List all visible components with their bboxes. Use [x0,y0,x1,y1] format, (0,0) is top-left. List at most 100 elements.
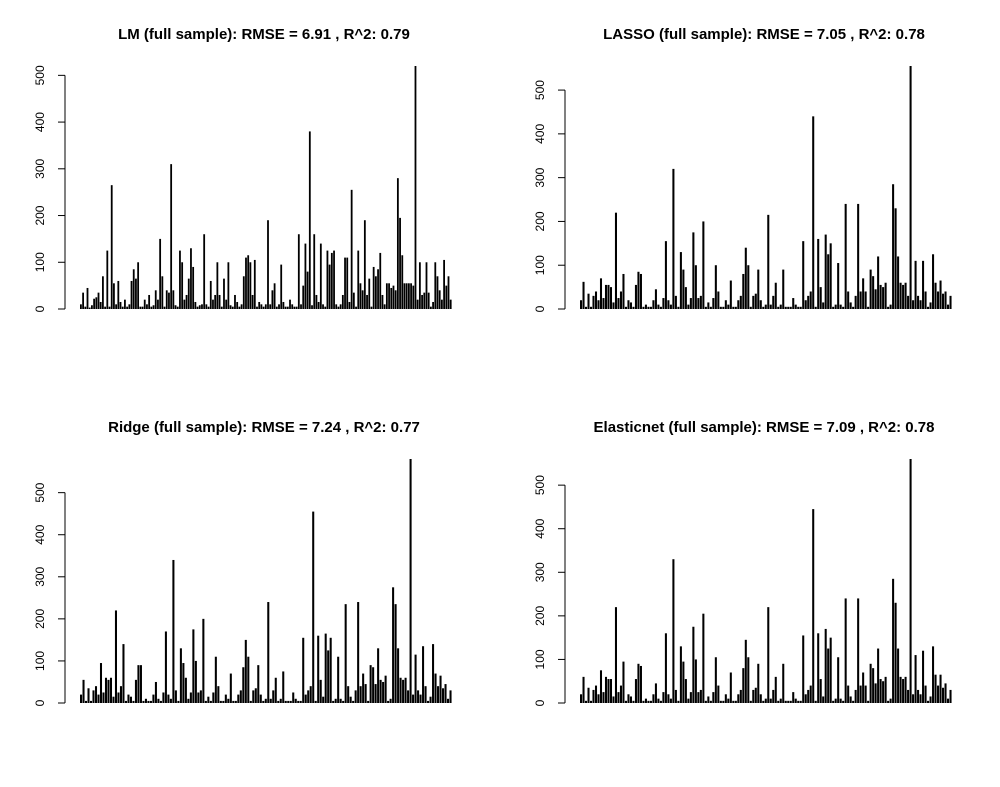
bar [335,304,338,309]
y-tick-label: 100 [33,651,47,671]
bar [787,700,790,703]
bar [692,232,695,309]
bar [784,700,787,703]
bar [385,283,388,309]
bar [632,306,635,309]
bar [97,694,100,703]
bar [350,189,353,309]
bar [401,255,404,309]
bar [652,300,655,309]
bar [444,684,447,703]
bar [689,692,692,703]
bar [409,459,412,703]
bar [654,683,657,703]
bar [427,292,430,309]
bar [864,291,867,309]
bar [198,305,201,309]
bar [944,683,947,703]
y-axis: 0 100 200 300 400 500 [33,65,66,312]
bar [367,700,370,703]
bar [732,700,735,703]
bar [714,265,717,309]
bar [370,306,373,309]
bar [894,208,897,309]
bar [804,694,807,703]
bar [194,660,197,703]
bar [897,648,900,703]
bar [777,700,780,703]
bar [319,243,322,309]
panel-lm: LM (full sample): RMSE = 6.91 , R^2: 0.7… [33,26,452,312]
bar [447,276,450,309]
bar [117,280,120,309]
bar [192,629,195,703]
bar [132,269,135,309]
bar [302,285,305,309]
bar [679,252,682,309]
bar [634,679,637,703]
bar [330,252,333,309]
bar [842,700,845,703]
y-tick-label: 500 [533,80,547,100]
bar [672,559,675,703]
bar [297,700,300,703]
bar [944,291,947,309]
bar [427,700,430,703]
bar [599,278,603,309]
bar [827,648,830,703]
bar [812,509,815,703]
bar [647,700,650,703]
y-tick-label: 500 [33,482,47,502]
panel-title: Ridge (full sample): RMSE = 7.24 , R^2: … [108,419,420,436]
bar [308,131,311,309]
bar [832,700,835,703]
bar [614,212,617,309]
bar [347,686,350,703]
bar [272,690,275,703]
bar [792,692,795,703]
bar [249,700,252,703]
bar [354,690,357,703]
bar [597,694,600,703]
y-tick-label: 400 [33,524,47,544]
bar [284,306,287,309]
bar [582,281,585,309]
bar [922,650,925,703]
bar [352,700,355,703]
bar [814,306,817,309]
bar [697,298,700,309]
bar [429,696,432,703]
bar [732,306,735,309]
bar [727,698,730,703]
bar [942,687,945,703]
bar [819,679,822,703]
bar [747,657,750,703]
bar [359,283,362,309]
bar [649,700,652,703]
bar [752,295,755,309]
bar [295,306,298,309]
bar [932,254,935,309]
bar [859,685,862,703]
bar [234,294,236,309]
bar [769,698,772,703]
bar [617,692,620,703]
bar [949,295,952,309]
bar [724,694,727,703]
bar [839,698,842,703]
bar [205,304,208,309]
bar [759,694,762,703]
panel-ridge: Ridge (full sample): RMSE = 7.24 , R^2: … [33,419,452,706]
bar [837,657,840,703]
bar [329,637,332,703]
bar [747,265,750,309]
bar [165,290,168,309]
bar [148,294,151,309]
bar [383,304,386,309]
bar [912,694,915,703]
bar [223,278,225,310]
bar [919,694,922,703]
bar [857,598,860,703]
bar [722,700,725,703]
bar [917,689,920,703]
